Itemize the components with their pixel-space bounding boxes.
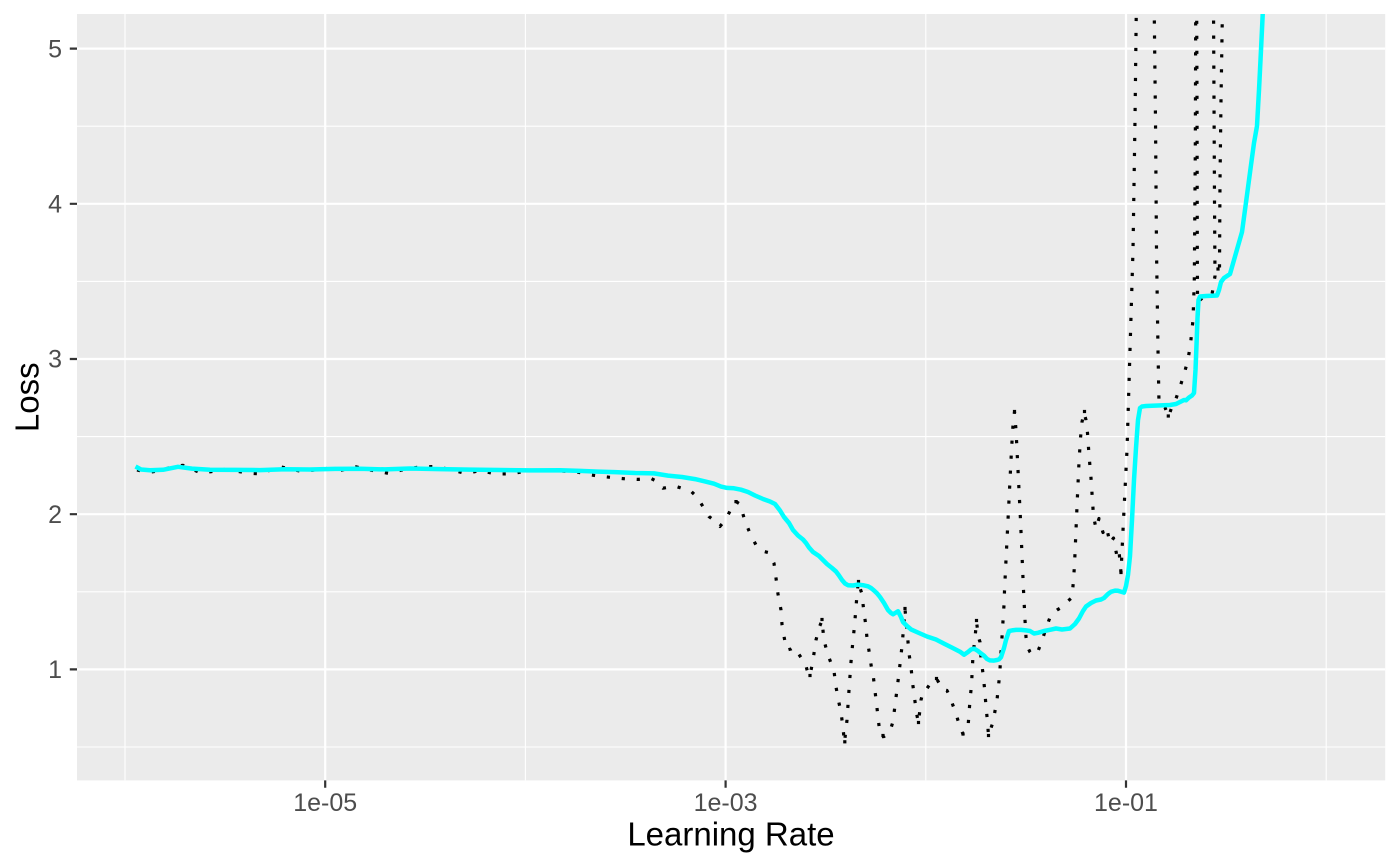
svg-text:4: 4	[48, 191, 62, 219]
svg-text:5: 5	[48, 35, 62, 63]
svg-text:1: 1	[48, 656, 62, 684]
svg-text:Loss: Loss	[8, 362, 45, 432]
svg-text:1e-03: 1e-03	[694, 789, 758, 817]
svg-text:1e-01: 1e-01	[1094, 789, 1158, 817]
svg-text:2: 2	[48, 501, 62, 529]
svg-text:1e-05: 1e-05	[293, 789, 357, 817]
svg-text:3: 3	[48, 346, 62, 374]
svg-text:Learning Rate: Learning Rate	[627, 816, 834, 853]
